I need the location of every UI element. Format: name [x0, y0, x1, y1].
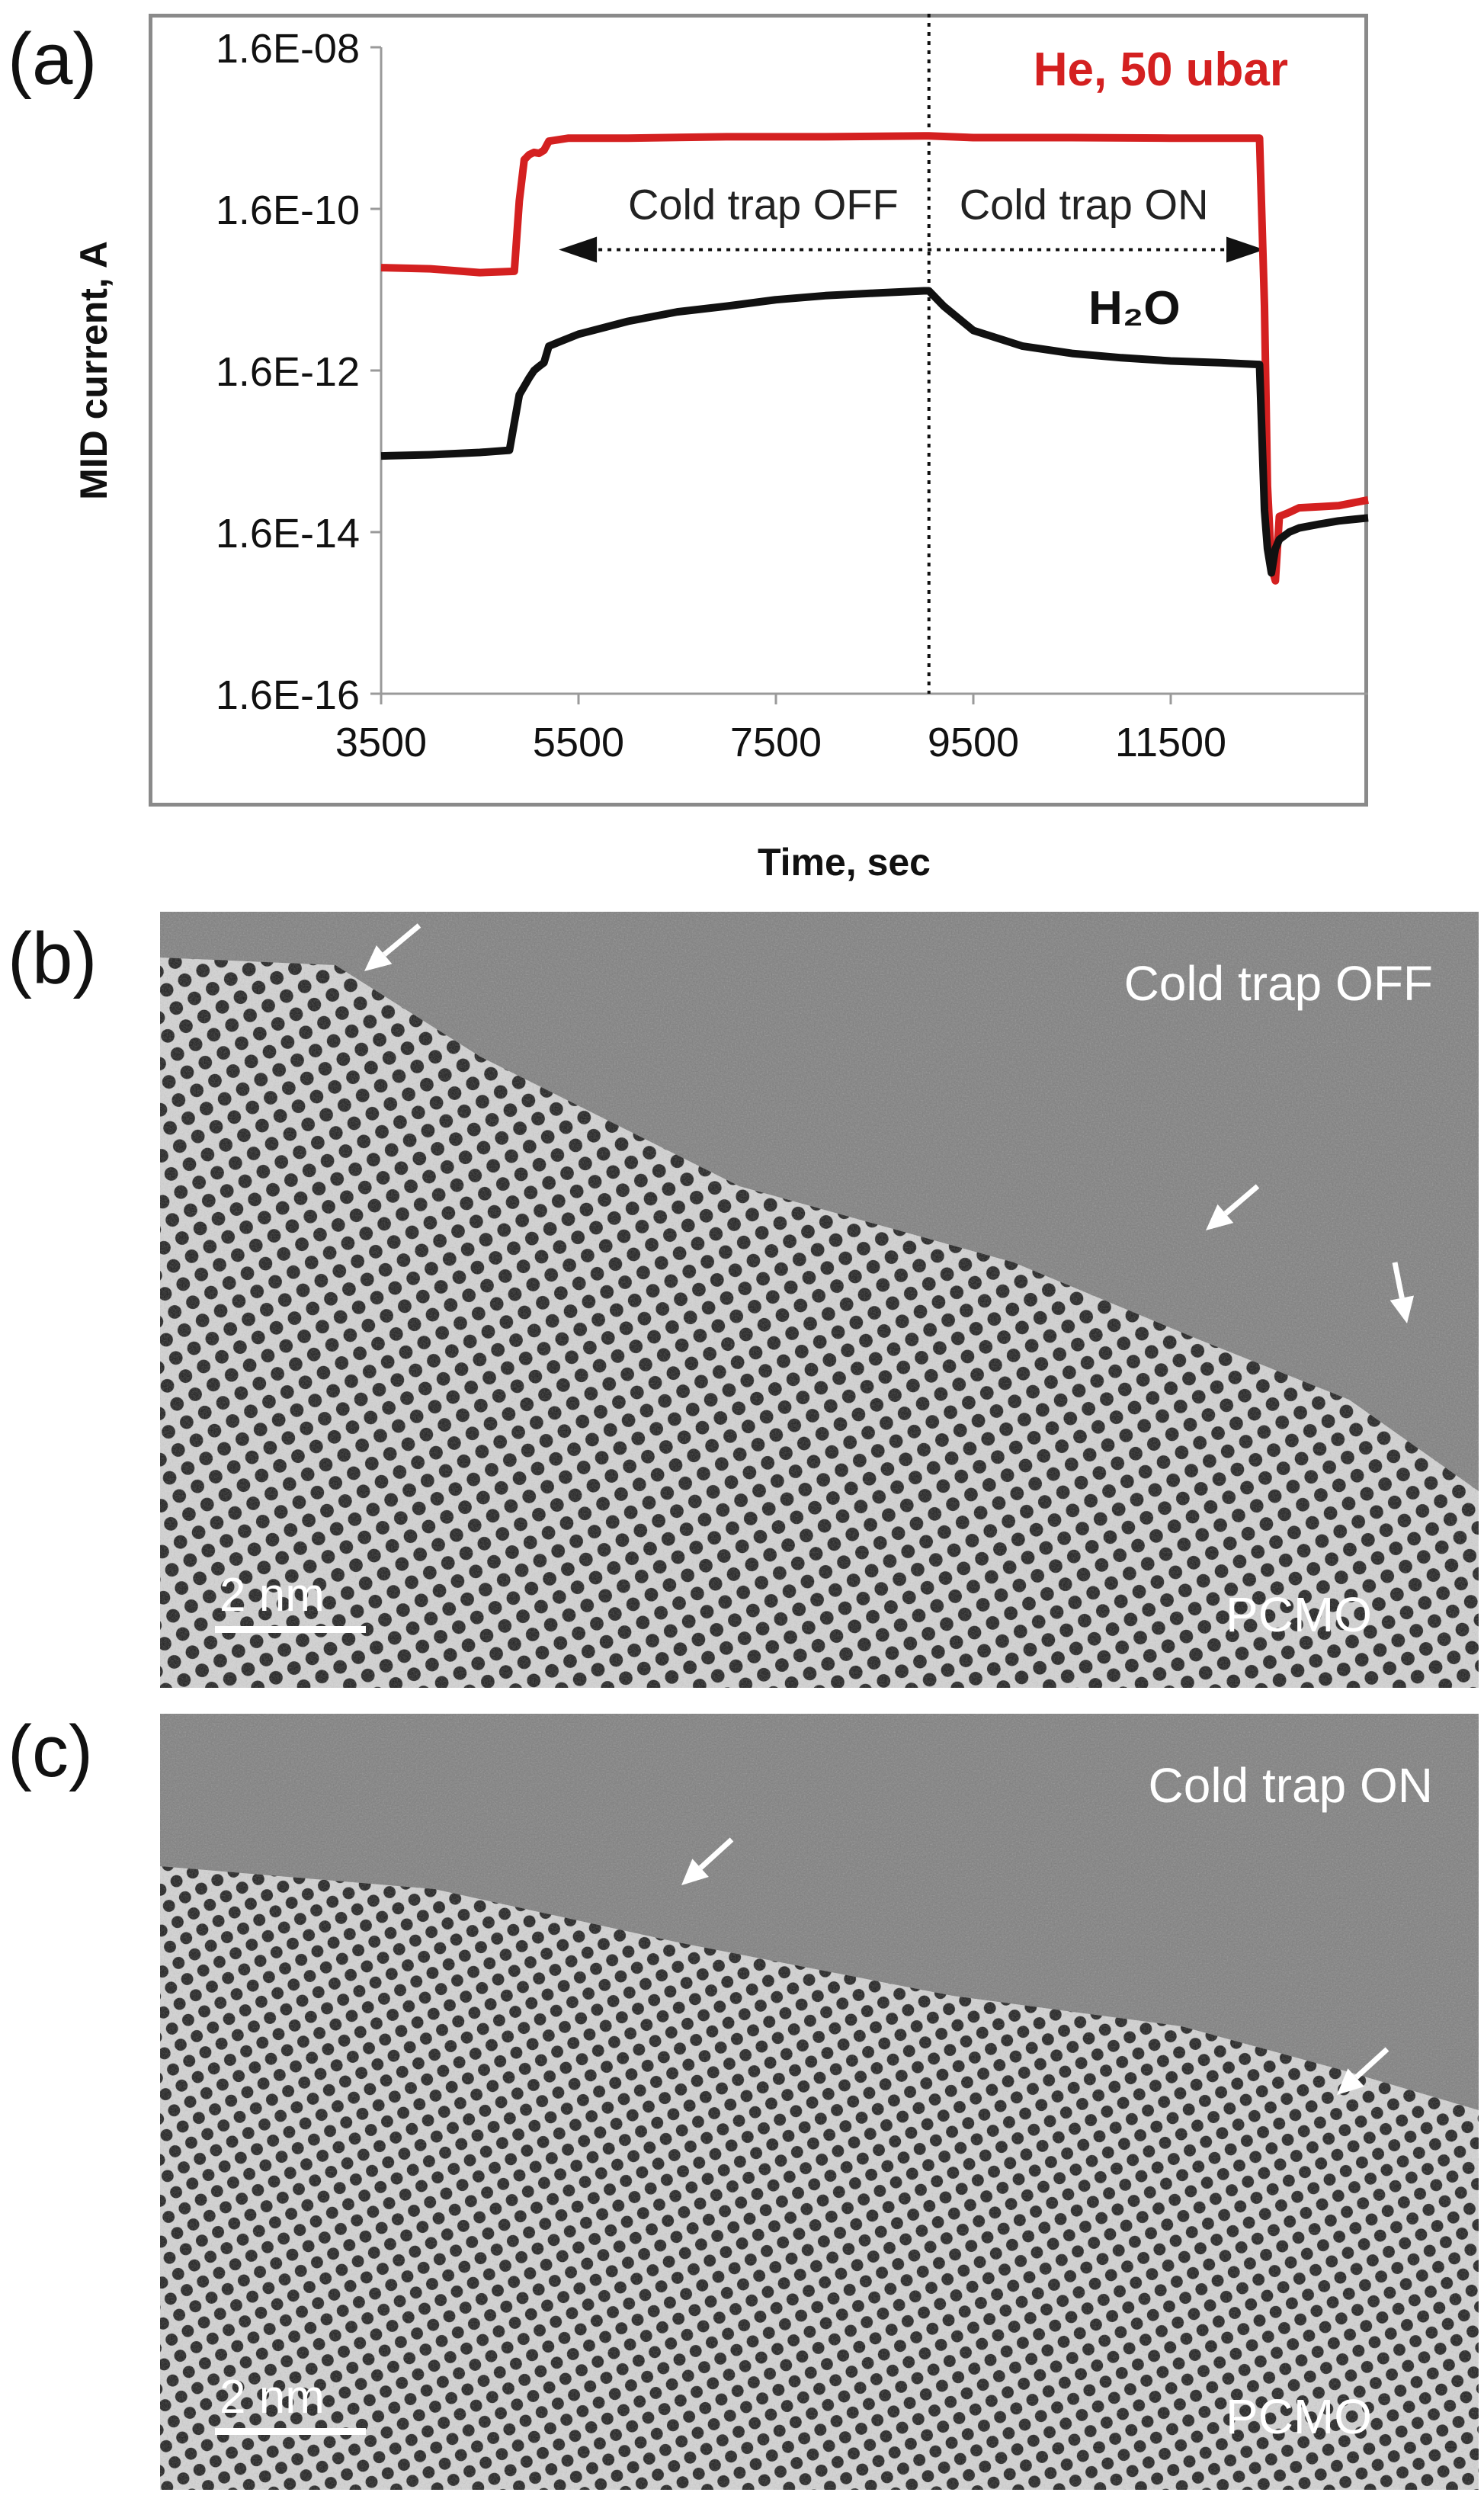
- white-arrow-shaft: [1354, 2047, 1389, 2080]
- series-line-h2o: [380, 287, 1369, 577]
- arrowhead-left: [559, 236, 598, 263]
- cold-trap-off-label: Cold trap OFF: [1123, 956, 1433, 1011]
- white-arrow-head: [1337, 2068, 1364, 2095]
- tem-noise-overlay: [160, 1714, 1479, 2490]
- x-tick-label: 3500: [335, 720, 427, 765]
- arrowhead-right: [1226, 236, 1265, 263]
- scale-bar-c: [215, 2428, 366, 2435]
- white-arrow-shaft: [698, 1837, 734, 1870]
- series-label-he: He, 50 ubar: [1034, 43, 1288, 96]
- panel-a-letter: (a): [8, 18, 98, 100]
- white-arrow-shaft: [1392, 1262, 1405, 1299]
- y-tick-label: 1.6E-16: [216, 672, 360, 718]
- white-arrow-head: [681, 1859, 709, 1885]
- scale-bar-b: [215, 1626, 366, 1633]
- white-arrow-head: [1206, 1204, 1234, 1230]
- scale-text-b: 2 nm: [220, 1569, 325, 1621]
- x-tick-label: 7500: [730, 720, 822, 765]
- tem-image-cold-trap-on: Cold trap ON PCMO 2 nm: [160, 1714, 1479, 2490]
- white-arrow-shaft: [382, 923, 421, 957]
- y-tick-label: 1.6E-08: [216, 26, 360, 72]
- cold-trap-off-annotation: Cold trap OFF: [628, 181, 899, 229]
- white-arrow-head: [1389, 1295, 1415, 1323]
- y-tick-label: 1.6E-12: [216, 349, 360, 395]
- series-line-he: [380, 132, 1369, 585]
- white-arrow-head: [364, 945, 393, 971]
- cold-trap-on-annotation: Cold trap ON: [960, 181, 1209, 229]
- x-tick-label: 11500: [1115, 720, 1226, 765]
- pcmo-label-b: PCMO: [1226, 1587, 1372, 1642]
- x-axis-label: Time, sec: [758, 841, 931, 884]
- panel-b-letter: (b): [8, 918, 98, 999]
- x-tick-label: 5500: [533, 720, 624, 765]
- white-arrow-shaft: [1223, 1184, 1260, 1216]
- pcmo-label-c: PCMO: [1226, 2389, 1372, 2444]
- y-tick-label: 1.6E-10: [216, 188, 360, 233]
- panel-c-letter: (c): [8, 1711, 93, 1792]
- tem-noise-overlay: [160, 912, 1479, 1688]
- series-label-h2o: H₂O: [1088, 282, 1181, 335]
- y-axis-label: MID current, A: [72, 241, 115, 500]
- scale-text-c: 2 nm: [220, 2371, 325, 2423]
- y-tick-label: 1.6E-14: [216, 511, 360, 557]
- chart-frame: [149, 14, 1368, 807]
- x-tick-label: 9500: [928, 720, 1019, 765]
- cold-trap-on-label: Cold trap ON: [1148, 1758, 1433, 1813]
- tem-image-cold-trap-off: Cold trap OFF PCMO 2 nm: [160, 912, 1479, 1688]
